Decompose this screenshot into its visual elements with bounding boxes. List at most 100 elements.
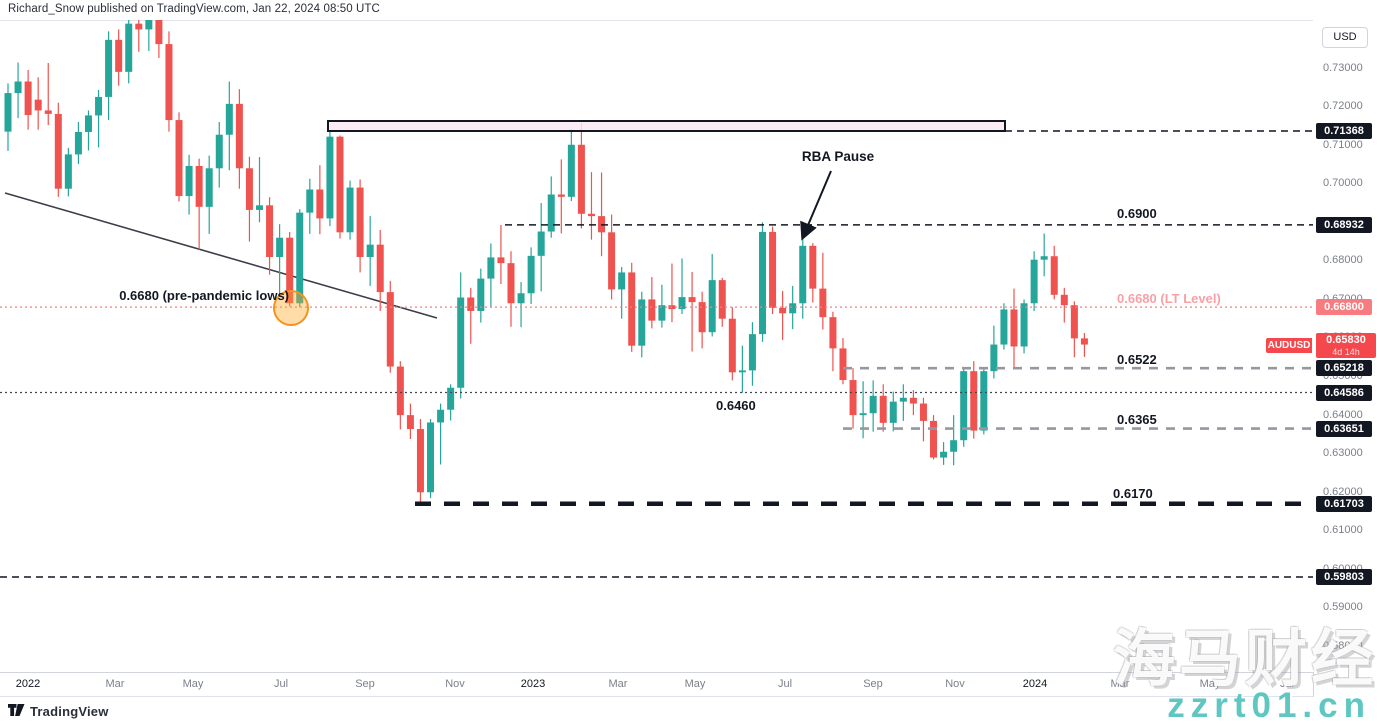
- price-tick-label: 0.63000: [1323, 447, 1363, 460]
- candle: [668, 263, 676, 323]
- tradingview-logo-icon[interactable]: [8, 703, 25, 719]
- candle: [1050, 245, 1058, 300]
- candle: [326, 131, 334, 227]
- candle: [1060, 287, 1068, 323]
- candle: [738, 345, 746, 393]
- tradingview-brand-text[interactable]: TradingView: [30, 703, 109, 719]
- candle: [497, 224, 505, 284]
- candle: [386, 280, 394, 373]
- highlight-circle[interactable]: [273, 290, 309, 326]
- price-level-badge: 0.63651: [1316, 420, 1372, 437]
- time-axis-label: Nov: [945, 678, 965, 690]
- candle: [577, 122, 585, 229]
- candle: [1020, 299, 1028, 354]
- chart-annotation[interactable]: 0.6680 (LT Level): [1117, 291, 1221, 306]
- symbol-label-badge: AUDUSD: [1266, 337, 1312, 353]
- price-tick-label: 0.58000: [1323, 640, 1363, 653]
- candle: [336, 135, 344, 239]
- candle: [84, 110, 92, 151]
- resistance-zone-rectangle[interactable]: [327, 120, 1006, 132]
- candle: [437, 403, 445, 465]
- price-level-badge: 0.66800: [1316, 299, 1372, 316]
- candle: [95, 89, 103, 148]
- price-tick-label: 0.72000: [1323, 100, 1363, 113]
- plot-area[interactable]: RBA Pause 0.6680 (pre-pandemic lows) 0.690…: [0, 9, 1313, 578]
- candle: [467, 287, 475, 344]
- chart-annotation[interactable]: 0.6365: [1117, 412, 1157, 427]
- candle: [165, 31, 173, 132]
- candle: [1040, 233, 1048, 277]
- candle: [990, 325, 998, 379]
- candle: [286, 231, 294, 307]
- chart-annotation[interactable]: 0.6522: [1117, 352, 1157, 367]
- chart-annotation[interactable]: 0.6460: [716, 398, 756, 413]
- candle: [366, 216, 374, 286]
- descending-trendline[interactable]: [4, 192, 438, 319]
- currency-toggle-button[interactable]: USD: [1322, 27, 1368, 48]
- chart-annotation[interactable]: 0.6170: [1113, 486, 1153, 501]
- price-level-badge: 0.71368: [1316, 122, 1372, 139]
- time-axis-label: Sep: [863, 678, 883, 690]
- publication-title-bar: Richard_Snow published on TradingView.co…: [0, 0, 1379, 20]
- candle: [235, 89, 243, 189]
- rba-pause-arrow[interactable]: [800, 170, 832, 241]
- candle: [215, 121, 223, 188]
- candle: [175, 112, 183, 202]
- candle: [960, 367, 968, 447]
- candle: [587, 172, 595, 240]
- candle: [276, 224, 284, 295]
- candle: [809, 243, 817, 303]
- price-tick-label: 0.59000: [1323, 601, 1363, 614]
- time-axis-label: Mar: [105, 678, 125, 690]
- time-axis-label: Jul: [273, 678, 289, 690]
- time-axis-label: 2022: [15, 678, 41, 690]
- candle: [427, 418, 435, 499]
- candle: [4, 83, 12, 151]
- candle: [54, 102, 62, 197]
- candle: [648, 277, 656, 329]
- time-axis-label: Jul: [1279, 678, 1295, 690]
- candle: [638, 291, 646, 358]
- price-level-badge: 0.64586: [1316, 384, 1372, 401]
- candle: [24, 69, 32, 130]
- price-tick-label: 0.71000: [1323, 138, 1363, 151]
- candle: [406, 403, 414, 440]
- candle: [74, 121, 82, 165]
- time-axis-label: May: [182, 678, 204, 690]
- price-axis[interactable]: USD 0.73000 0.72000 0.71000 0.70000 0.68000 0…: [1313, 20, 1379, 672]
- time-axis-label: 2023: [520, 678, 546, 690]
- candle: [346, 180, 354, 240]
- candle: [135, 20, 143, 52]
- time-axis-label: Nov: [445, 678, 465, 690]
- candle: [1000, 303, 1008, 350]
- candle: [759, 222, 766, 342]
- candle: [849, 368, 857, 429]
- candle: [1030, 251, 1038, 311]
- candle: [909, 390, 917, 416]
- candle: [718, 277, 726, 327]
- candle: [688, 272, 696, 352]
- candle: [598, 172, 606, 257]
- time-axis-label: Mar: [608, 678, 628, 690]
- candle: [477, 268, 485, 323]
- candle: [296, 209, 304, 308]
- candle: [537, 202, 545, 292]
- footer-bar: TradingView: [8, 701, 109, 721]
- candle: [225, 81, 233, 171]
- chart-annotation[interactable]: 0.6900: [1117, 206, 1157, 221]
- candle: [819, 252, 827, 330]
- candle: [708, 253, 716, 337]
- candle: [919, 397, 927, 442]
- candle: [14, 62, 22, 119]
- candle: [185, 154, 193, 215]
- chart-annotation[interactable]: RBA Pause: [802, 149, 875, 164]
- candle: [507, 251, 515, 327]
- time-axis[interactable]: 2022 Mar May Jul Sep Nov 2023 Mar May Jul Sep Nov 20…: [0, 672, 1313, 697]
- chart-annotation[interactable]: 0.6680 (pre-pandemic lows): [119, 288, 289, 303]
- price-tick-label: 0.62000: [1323, 485, 1363, 498]
- candle: [567, 128, 575, 202]
- candle: [527, 247, 535, 305]
- time-axis-label: Sep: [355, 678, 375, 690]
- candle: [728, 307, 736, 381]
